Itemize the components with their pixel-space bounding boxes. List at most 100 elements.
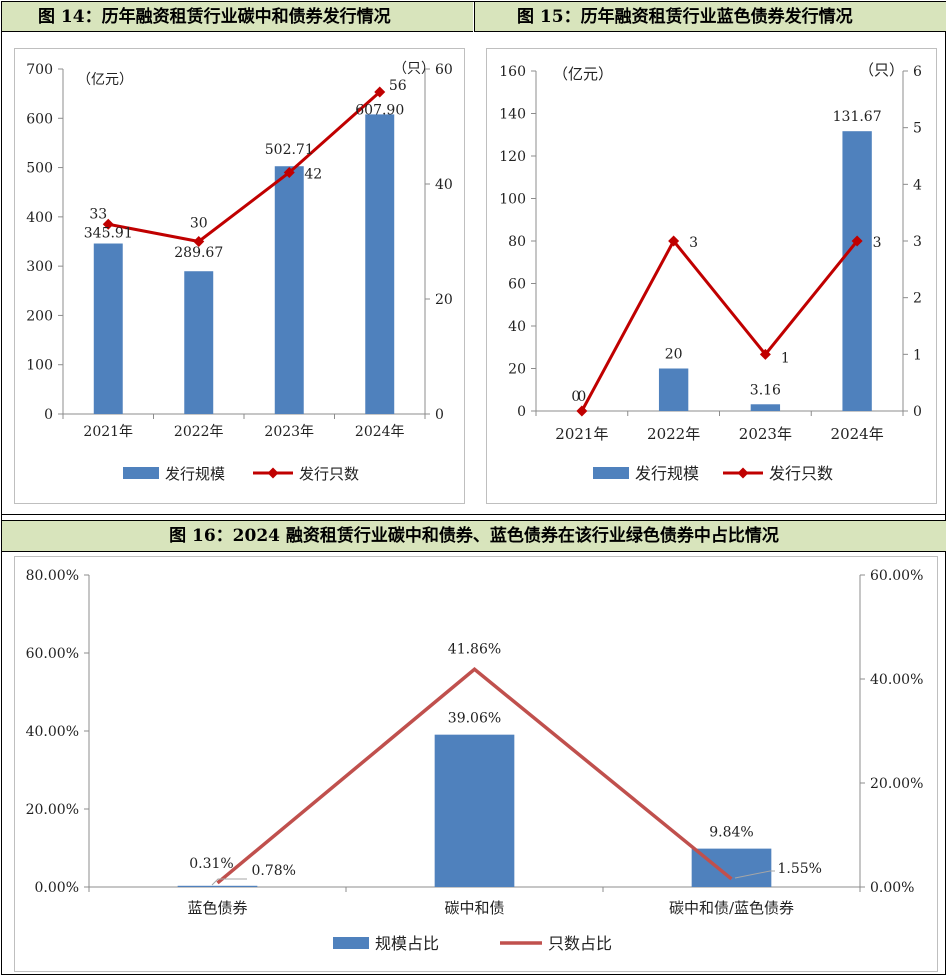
fig14-category-label: 2022年	[174, 424, 224, 440]
fig14-line-value-label: 33	[89, 206, 107, 222]
fig14-bar-value-label: 345.91	[84, 226, 133, 242]
fig15-left-tick-label: 60	[508, 277, 526, 293]
fig14-left-tick-label: 100	[26, 358, 53, 374]
fig15-right-tick-label: 4	[913, 177, 922, 193]
fig16-bar-value-label: 9.84%	[709, 825, 753, 841]
fig16-left-tick-label: 20.00%	[26, 802, 79, 818]
fig14-right-tick-label: 40	[435, 177, 453, 193]
fig16-legend-bar-swatch	[333, 937, 369, 949]
fig14-right-unit-label: （只）	[393, 61, 435, 77]
fig15-line-point	[851, 235, 863, 247]
fig14-legend-bar-label: 发行规模	[165, 465, 225, 483]
fig14-line-series	[107, 90, 381, 244]
fig16-label-leader-line	[734, 870, 775, 879]
fig15-line-series	[580, 238, 859, 412]
fig15-left-tick-label: 0	[517, 404, 526, 420]
fig15-right-tick-label: 5	[913, 121, 922, 137]
fig16-left-tick-label: 60.00%	[26, 646, 79, 662]
fig16-line-value-label: 41.86%	[448, 641, 501, 657]
fig15-left-tick-label: 140	[499, 107, 526, 123]
fig15-bar-value-label: 0	[571, 389, 580, 405]
fig14-bar-value-label: 289.67	[174, 245, 223, 261]
fig15-left-tick-label: 20	[508, 362, 526, 378]
fig15-right-tick-label: 6	[913, 64, 922, 80]
section-divider	[2, 514, 946, 515]
fig15-bar	[842, 131, 872, 412]
fig16-title: 图 16：2024 融资租赁行业碳中和债券、蓝色债券在该行业绿色债券中占比情况	[169, 526, 779, 546]
fig14-right-tick-label: 0	[435, 407, 444, 423]
fig15-line-value-label: 3	[689, 235, 698, 251]
fig15-bar-value-label: 20	[665, 347, 683, 363]
fig16-right-tick-label: 40.00%	[870, 672, 923, 688]
fig15-category-label: 2024年	[831, 425, 884, 443]
fig14-left-tick-label: 300	[26, 259, 53, 275]
fig15-left-tick-label: 160	[499, 64, 526, 80]
fig14-bar	[274, 166, 304, 414]
fig14-line-value-label: 42	[304, 167, 322, 183]
fig15-bar	[658, 368, 689, 411]
fig16-label-leader-line	[211, 878, 247, 886]
fig15-line-value-label: 1	[781, 350, 790, 366]
fig14-legend-bar-swatch	[123, 467, 159, 479]
fig15-left-tick-label: 120	[499, 149, 526, 165]
fig14-legend-line-marker	[267, 467, 279, 479]
fig14-line-point	[193, 236, 205, 247]
fig16-left-tick-label: 0.00%	[35, 880, 79, 896]
fig14-chart-panel: 0 100 200 300 400 500 600 700 0 20 40 60 2021年 2022年 2…	[14, 48, 465, 504]
fig14-bar-value-label: 607.90	[355, 102, 404, 118]
fig15-right-tick-label: 1	[913, 347, 922, 363]
fig14-line-point	[283, 167, 295, 178]
fig14-bar	[93, 243, 123, 414]
fig16-header: 图 16：2024 融资租赁行业碳中和债券、蓝色债券在该行业绿色债券中占比情况	[2, 520, 946, 552]
fig16-chart-panel: 0.00% 20.00% 40.00% 60.00% 80.00% 0.00% 20.00%…	[14, 556, 938, 972]
fig16-legend-bar-label: 规模占比	[375, 934, 439, 953]
fig15-header: 图 15：历年融资租赁行业蓝色债券发行情况	[474, 2, 946, 32]
fig15-left-tick-label: 40	[508, 319, 526, 335]
fig16-chart: 0.00% 20.00% 40.00% 60.00% 80.00% 0.00% 20.00%…	[26, 568, 924, 953]
fig15-line-point	[759, 348, 771, 360]
fig14-left-tick-label: 200	[26, 308, 53, 324]
fig14-chart: 0 100 200 300 400 500 600 700 0 20 40 60 2021年 2022年 2…	[26, 61, 453, 483]
fig16-left-tick-label: 40.00%	[26, 724, 79, 740]
fig15-left-unit-label: （亿元）	[553, 65, 613, 83]
fig16-line-value-label: 0.78%	[252, 863, 296, 879]
fig14-right-tick-label: 20	[435, 292, 453, 308]
fig14-line-value-label: 30	[190, 216, 208, 232]
fig15-bar-value-label: 3.16	[750, 382, 781, 398]
fig16-right-tick-label: 0.00%	[870, 880, 914, 896]
fig16-left-tick-label: 80.00%	[26, 568, 79, 584]
fig14-left-tick-label: 500	[26, 161, 53, 177]
fig15-line-point	[576, 405, 588, 417]
fig14-bar-value-label: 502.71	[265, 142, 314, 158]
fig15-legend-bar-label: 发行规模	[635, 464, 699, 483]
fig14-line-point	[102, 218, 114, 230]
fig14-category-label: 2023年	[264, 424, 314, 440]
fig14-category-label: 2024年	[355, 424, 405, 440]
fig14-line-point	[374, 86, 386, 98]
fig16-legend-line-label: 只数占比	[548, 934, 612, 953]
fig15-line-value-label: 3	[873, 235, 882, 251]
fig14-left-unit-label: （亿元）	[77, 72, 133, 88]
fig14-left-tick-label: 600	[26, 111, 53, 127]
fig16-line-series	[216, 667, 733, 885]
fig15-line-point	[668, 235, 680, 247]
fig14-left-tick-label: 400	[26, 210, 53, 226]
fig14-bar	[365, 114, 395, 414]
fig16-bar-value-label: 0.31%	[189, 856, 233, 872]
fig16-bar	[691, 848, 772, 887]
fig15-legend-line-marker	[737, 467, 749, 479]
fig16-bar	[177, 885, 258, 887]
fig15-chart-panel: 0 20 40 60 80 100 120 140 160 0 1 2 3 4 5 6 2021年 2022年 20…	[486, 48, 937, 504]
fig16-bar-value-label: 39.06%	[448, 711, 501, 727]
fig16-bar	[434, 734, 515, 887]
fig15-legend-line-label: 发行只数	[769, 464, 833, 483]
fig16-line-value-label: 1.55%	[778, 861, 822, 877]
fig14-line-value-label: 56	[389, 78, 407, 94]
fig14-left-tick-label: 0	[44, 407, 53, 423]
fig15-right-tick-label: 3	[913, 234, 922, 250]
fig15-category-label: 2021年	[555, 425, 608, 443]
fig15-bar	[750, 404, 781, 411]
fig14-legend-line-label: 发行只数	[299, 465, 359, 483]
